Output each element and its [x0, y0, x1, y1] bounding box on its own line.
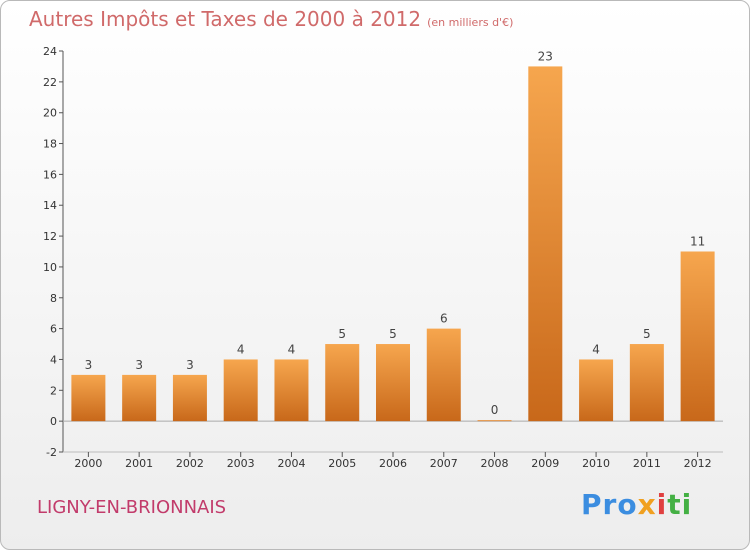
chart-unit: (en milliers d'€) — [427, 16, 514, 29]
y-tick-label: 24 — [43, 45, 57, 58]
y-tick-label: 2 — [50, 384, 57, 397]
bar — [325, 344, 360, 422]
x-tick-label: 2009 — [531, 457, 559, 470]
x-tick-label: 2010 — [582, 457, 610, 470]
logo-part-1: Pro — [581, 488, 638, 521]
bar — [629, 344, 664, 422]
y-tick-label: 16 — [43, 168, 57, 181]
bar-value-label: 5 — [389, 327, 397, 341]
x-tick-label: 2004 — [277, 457, 305, 470]
bar-value-label: 0 — [491, 403, 499, 417]
bar-value-label: 4 — [592, 342, 600, 356]
x-tick-label: 2000 — [74, 457, 102, 470]
bar — [579, 359, 614, 422]
x-tick-label: 2012 — [684, 457, 712, 470]
x-tick-label: 2011 — [633, 457, 661, 470]
logo-part-4: ti — [667, 488, 693, 521]
bar-value-label: 4 — [237, 342, 245, 356]
y-tick-label: 10 — [43, 261, 57, 274]
x-tick-label: 2005 — [328, 457, 356, 470]
bar-value-label: 23 — [538, 49, 553, 63]
bar-value-label: 11 — [690, 235, 705, 249]
bar-value-label: 4 — [288, 342, 296, 356]
bar — [172, 374, 207, 422]
bar — [71, 374, 106, 422]
bar-value-label: 3 — [85, 358, 93, 372]
y-tick-label: 18 — [43, 138, 57, 151]
x-tick-label: 2001 — [125, 457, 153, 470]
y-tick-label: 0 — [50, 415, 57, 428]
x-tick-label: 2003 — [227, 457, 255, 470]
bar — [274, 359, 309, 422]
bar — [477, 420, 512, 422]
bar-value-label: 3 — [135, 358, 143, 372]
bar — [376, 344, 410, 422]
y-tick-label: -2 — [46, 446, 57, 459]
commune-name: LIGNY-EN-BRIONNAIS — [37, 497, 227, 518]
y-tick-label: 14 — [43, 199, 57, 212]
bar-value-label: 3 — [186, 358, 194, 372]
y-tick-label: 22 — [43, 76, 57, 89]
x-tick-label: 2006 — [379, 457, 407, 470]
bar-value-label: 5 — [643, 327, 651, 341]
chart-title: Autres Impôts et Taxes de 2000 à 2012 (en… — [29, 7, 513, 31]
y-tick-label: 20 — [43, 107, 57, 120]
y-tick-label: 12 — [43, 230, 57, 243]
bar — [528, 66, 563, 422]
y-tick-label: 8 — [50, 292, 57, 305]
bar — [223, 359, 258, 422]
bar — [680, 251, 715, 422]
bar-value-label: 5 — [338, 327, 346, 341]
x-tick-label: 2008 — [481, 457, 509, 470]
logo-part-3: i — [656, 488, 668, 521]
logo-part-2: x — [637, 488, 657, 521]
x-tick-label: 2002 — [176, 457, 204, 470]
y-tick-label: 6 — [50, 323, 57, 336]
chart-title-text: Autres Impôts et Taxes de 2000 à 2012 — [29, 7, 422, 31]
proxiti-logo: Proxiti — [581, 488, 692, 521]
bar-value-label: 6 — [440, 312, 448, 326]
y-tick-label: 4 — [50, 353, 57, 366]
bar — [122, 374, 157, 422]
x-tick-label: 2007 — [430, 457, 458, 470]
bar — [426, 328, 461, 422]
